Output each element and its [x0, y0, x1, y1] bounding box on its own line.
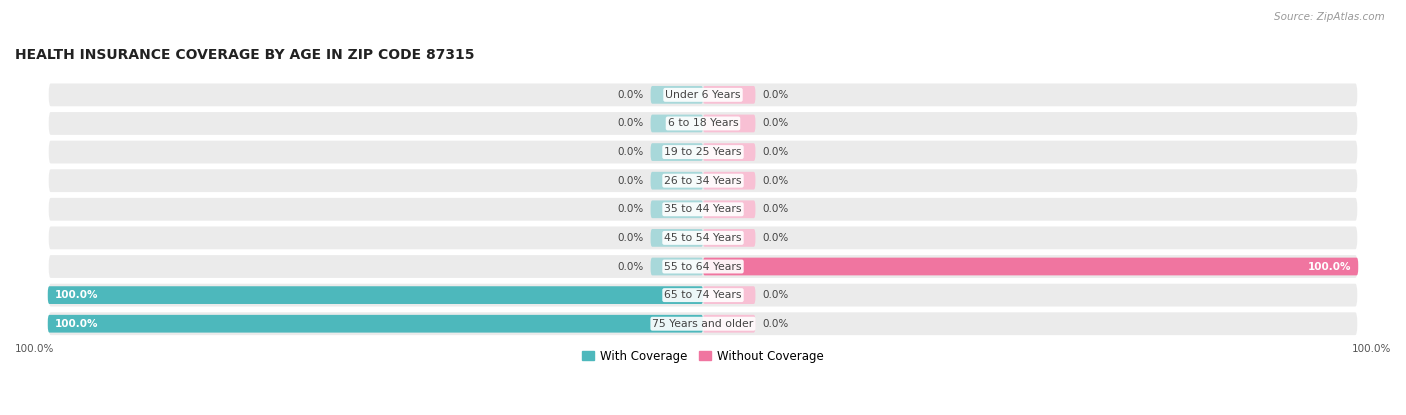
FancyBboxPatch shape: [703, 229, 755, 247]
FancyBboxPatch shape: [48, 225, 1358, 250]
FancyBboxPatch shape: [703, 200, 755, 218]
Text: 100.0%: 100.0%: [55, 319, 98, 329]
Text: 0.0%: 0.0%: [762, 319, 789, 329]
Text: 0.0%: 0.0%: [762, 90, 789, 100]
Text: 0.0%: 0.0%: [617, 90, 644, 100]
FancyBboxPatch shape: [703, 172, 755, 190]
Text: 45 to 54 Years: 45 to 54 Years: [664, 233, 742, 243]
FancyBboxPatch shape: [703, 315, 755, 332]
FancyBboxPatch shape: [48, 254, 1358, 279]
Text: Under 6 Years: Under 6 Years: [665, 90, 741, 100]
Text: 0.0%: 0.0%: [762, 290, 789, 300]
Text: 55 to 64 Years: 55 to 64 Years: [664, 261, 742, 271]
Text: Source: ZipAtlas.com: Source: ZipAtlas.com: [1274, 12, 1385, 22]
Text: HEALTH INSURANCE COVERAGE BY AGE IN ZIP CODE 87315: HEALTH INSURANCE COVERAGE BY AGE IN ZIP …: [15, 48, 474, 62]
Text: 0.0%: 0.0%: [762, 147, 789, 157]
Text: 0.0%: 0.0%: [762, 204, 789, 214]
Text: 0.0%: 0.0%: [617, 261, 644, 271]
Text: 0.0%: 0.0%: [617, 118, 644, 129]
Text: 65 to 74 Years: 65 to 74 Years: [664, 290, 742, 300]
FancyBboxPatch shape: [48, 283, 1358, 308]
FancyBboxPatch shape: [48, 111, 1358, 136]
FancyBboxPatch shape: [48, 311, 1358, 336]
Text: 0.0%: 0.0%: [762, 176, 789, 186]
FancyBboxPatch shape: [48, 286, 703, 304]
FancyBboxPatch shape: [651, 172, 703, 190]
FancyBboxPatch shape: [651, 115, 703, 132]
Text: 100.0%: 100.0%: [55, 290, 98, 300]
Text: 0.0%: 0.0%: [617, 176, 644, 186]
FancyBboxPatch shape: [48, 139, 1358, 164]
Text: 0.0%: 0.0%: [617, 147, 644, 157]
FancyBboxPatch shape: [703, 258, 1358, 276]
Text: 19 to 25 Years: 19 to 25 Years: [664, 147, 742, 157]
FancyBboxPatch shape: [651, 200, 703, 218]
Text: 100.0%: 100.0%: [1351, 344, 1391, 354]
FancyBboxPatch shape: [703, 286, 755, 304]
Text: 26 to 34 Years: 26 to 34 Years: [664, 176, 742, 186]
FancyBboxPatch shape: [651, 229, 703, 247]
Text: 35 to 44 Years: 35 to 44 Years: [664, 204, 742, 214]
Text: 0.0%: 0.0%: [617, 233, 644, 243]
FancyBboxPatch shape: [651, 258, 703, 276]
FancyBboxPatch shape: [703, 86, 755, 104]
Text: 100.0%: 100.0%: [1308, 261, 1351, 271]
Legend: With Coverage, Without Coverage: With Coverage, Without Coverage: [578, 345, 828, 367]
Text: 6 to 18 Years: 6 to 18 Years: [668, 118, 738, 129]
Text: 75 Years and older: 75 Years and older: [652, 319, 754, 329]
Text: 0.0%: 0.0%: [617, 204, 644, 214]
FancyBboxPatch shape: [703, 143, 755, 161]
FancyBboxPatch shape: [48, 168, 1358, 193]
FancyBboxPatch shape: [48, 83, 1358, 107]
Text: 100.0%: 100.0%: [15, 344, 55, 354]
FancyBboxPatch shape: [48, 315, 703, 332]
Text: 0.0%: 0.0%: [762, 233, 789, 243]
FancyBboxPatch shape: [48, 197, 1358, 222]
FancyBboxPatch shape: [651, 143, 703, 161]
FancyBboxPatch shape: [703, 115, 755, 132]
Text: 0.0%: 0.0%: [762, 118, 789, 129]
FancyBboxPatch shape: [651, 86, 703, 104]
